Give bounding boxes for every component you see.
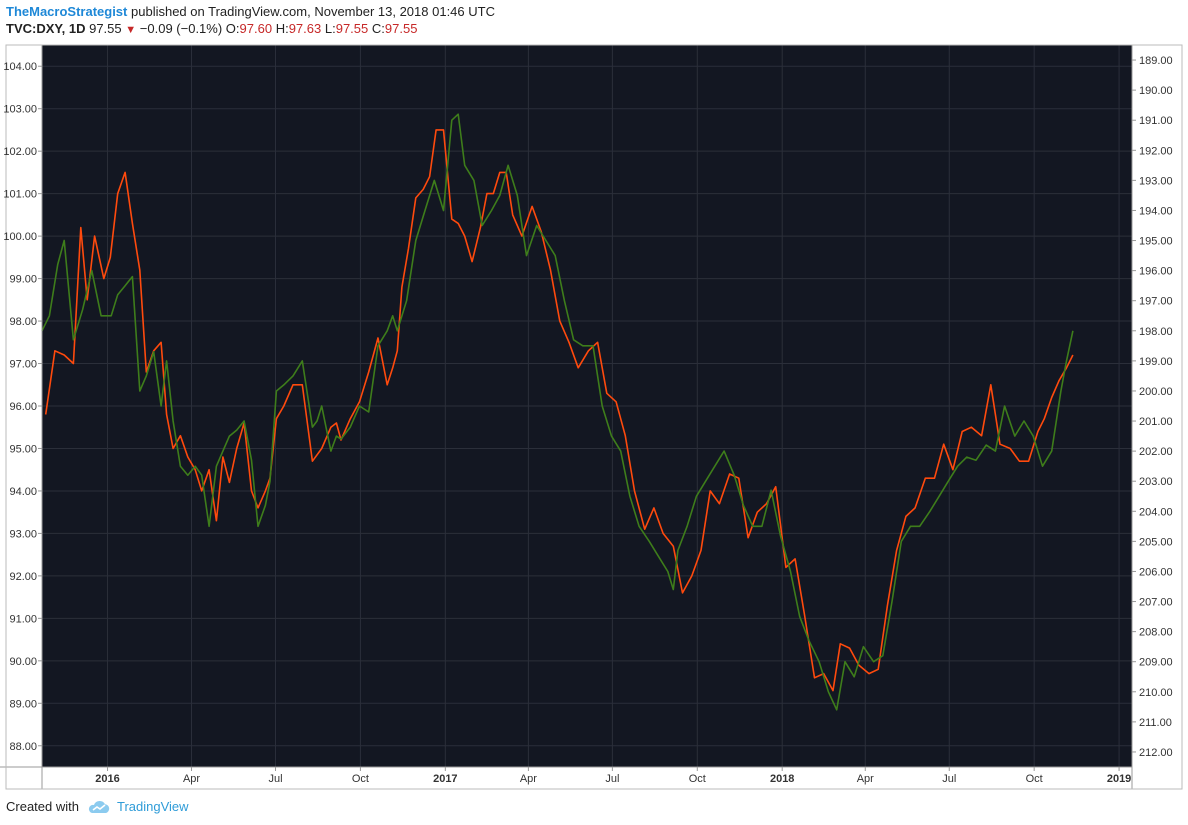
left-tick-label: 91.00 (9, 613, 37, 625)
close-value: 97.55 (384, 21, 418, 36)
right-tick-label: 208.00 (1139, 627, 1173, 639)
author-link[interactable]: TheMacroStrategist (6, 4, 128, 19)
symbol-line: TVC:DXY, 1D 97.55 ▼ −0.09 (−0.1%) O:97.6… (6, 21, 417, 36)
grid (42, 45, 1132, 767)
left-tick-label: 100.00 (3, 231, 37, 243)
right-tick-label: 207.00 (1139, 597, 1173, 609)
x-tick-label: Apr (520, 773, 537, 785)
left-tick-label: 99.00 (9, 274, 37, 286)
left-tick-label: 97.00 (9, 359, 37, 371)
left-tick-label: 98.00 (9, 316, 37, 328)
right-tick-label: 211.00 (1139, 717, 1172, 729)
x-tick-label: 2018 (770, 773, 794, 785)
x-tick-label: Apr (183, 773, 200, 785)
right-tick-label: 198.00 (1139, 326, 1173, 338)
footer: Created with TradingView (6, 799, 189, 814)
open-label: O: (225, 21, 240, 36)
down-triangle-icon: ▼ (125, 24, 137, 36)
x-tick-label: Oct (1026, 773, 1043, 785)
x-tick-label: Apr (857, 773, 874, 785)
series-layer (41, 113, 1074, 711)
right-tick-label: 210.00 (1139, 687, 1173, 699)
right-tick-label: 195.00 (1139, 236, 1173, 248)
left-tick-label: 94.00 (9, 486, 37, 498)
right-tick-label: 206.00 (1139, 566, 1173, 578)
publish-line: TheMacroStrategist published on TradingV… (6, 4, 495, 19)
chart-frame (5, 44, 1183, 790)
left-tick-label: 101.00 (3, 189, 37, 201)
x-tick-label: 2017 (433, 773, 457, 785)
series-line-left-axis (44, 129, 1074, 692)
close-label: C: (371, 21, 385, 36)
right-tick-label: 209.00 (1139, 657, 1173, 669)
right-tick-label: 203.00 (1139, 476, 1173, 488)
x-tick-label: Jul (605, 773, 619, 785)
open-value: 97.60 (239, 21, 273, 36)
left-tick-label: 88.00 (9, 741, 37, 753)
right-tick-label: 201.00 (1139, 416, 1173, 428)
last-price: 97.55 (89, 21, 122, 36)
tradingview-cloud-icon (88, 800, 110, 813)
right-tick-label: 212.00 (1139, 747, 1173, 759)
x-tick-label: 2016 (95, 773, 119, 785)
right-axis: 189.00 190.00 191.00 192.00 193.00 194.00 195.… (1132, 55, 1173, 759)
x-axis: 2016 Apr Jul Oct 2017 Apr Jul Oct 2018 Apr Jul Oct 2… (95, 767, 1131, 785)
left-tick-label: 90.00 (9, 656, 37, 668)
right-tick-label: 196.00 (1139, 266, 1173, 278)
left-tick-label: 89.00 (9, 698, 37, 710)
symbol-label: TVC:DXY, 1D (6, 21, 86, 36)
right-tick-label: 199.00 (1139, 356, 1173, 368)
right-tick-label: 197.00 (1139, 296, 1173, 308)
left-tick-label: 93.00 (9, 528, 37, 540)
x-tick-label: Oct (689, 773, 706, 785)
right-tick-label: 189.00 (1139, 55, 1173, 67)
left-tick-label: 92.00 (9, 571, 37, 583)
publish-info: published on TradingView.com, November 1… (131, 4, 495, 19)
left-tick-label: 96.00 (9, 401, 37, 413)
x-tick-label: Jul (268, 773, 282, 785)
right-tick-label: 194.00 (1139, 205, 1173, 217)
right-tick-label: 193.00 (1139, 175, 1173, 187)
right-tick-label: 190.00 (1139, 85, 1173, 97)
price-change: −0.09 (−0.1%) (139, 21, 223, 36)
right-tick-label: 200.00 (1139, 386, 1173, 398)
right-tick-label: 192.00 (1139, 145, 1173, 157)
left-tick-label: 95.00 (9, 443, 37, 455)
x-tick-label: Jul (942, 773, 956, 785)
series-line-right-axis (41, 113, 1074, 711)
tradingview-link[interactable]: TradingView (116, 799, 189, 814)
created-with-label: Created with (6, 799, 79, 814)
x-tick-label: 2019 (1107, 773, 1131, 785)
right-tick-label: 204.00 (1139, 506, 1173, 518)
x-tick-label: Oct (352, 773, 369, 785)
right-tick-label: 202.00 (1139, 446, 1173, 458)
high-value: 97.63 (288, 21, 322, 36)
left-axis: 104.00 103.00 102.00 101.00 100.00 99.00 98.00… (3, 61, 42, 753)
left-tick-label: 104.00 (3, 61, 37, 73)
low-value: 97.55 (335, 21, 369, 36)
left-tick-label: 103.00 (3, 104, 37, 116)
low-label: L: (324, 21, 336, 36)
right-tick-label: 205.00 (1139, 536, 1173, 548)
right-tick-label: 191.00 (1139, 115, 1173, 127)
high-label: H: (275, 21, 289, 36)
left-tick-label: 102.00 (3, 146, 37, 158)
